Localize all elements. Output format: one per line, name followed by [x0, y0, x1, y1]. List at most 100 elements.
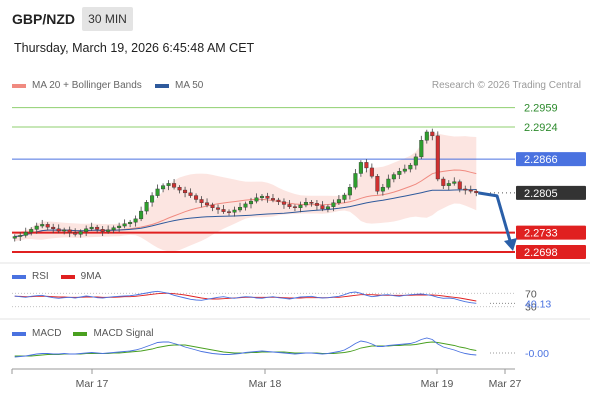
candle-body — [100, 229, 105, 232]
candle-body — [391, 174, 396, 180]
macd-signal-swatch — [73, 331, 88, 336]
candle-body — [95, 226, 100, 230]
macd-swatch — [12, 331, 26, 336]
candle-body — [369, 167, 374, 177]
candle-body — [347, 187, 352, 196]
candle-body — [205, 202, 210, 206]
candle-body — [320, 205, 325, 210]
candle-body — [62, 229, 67, 232]
candle-body — [336, 199, 341, 203]
candle-body — [128, 221, 133, 225]
candle-body — [281, 201, 286, 205]
candle-body — [23, 231, 28, 236]
candle-body — [232, 209, 237, 213]
candle-body — [441, 178, 446, 186]
candle-body — [12, 236, 17, 239]
macd-signal-line — [14, 341, 477, 357]
candle-body — [446, 183, 451, 186]
candle-body — [45, 224, 50, 228]
candle-body — [419, 140, 424, 158]
candle-body — [67, 229, 72, 233]
rsi-legend-label: RSI — [32, 271, 49, 282]
candle-body — [364, 162, 369, 169]
macd-current-label: -0.00 — [525, 348, 549, 360]
candles — [12, 128, 479, 242]
candle-body — [133, 218, 138, 223]
candle-body — [413, 156, 418, 166]
timeframe-button[interactable]: 30 MIN — [82, 7, 133, 31]
candle-body — [243, 203, 248, 208]
ma20-label: MA 20 + Bollinger Bands — [32, 80, 142, 91]
candle-body — [474, 190, 479, 194]
candle-body — [430, 131, 435, 137]
candle-body — [216, 207, 221, 210]
candle-body — [111, 227, 116, 231]
candle-body — [424, 131, 429, 141]
level-label: 2.2698 — [524, 247, 558, 259]
candle-body — [259, 195, 264, 199]
candle-body — [166, 183, 171, 186]
candle-body — [402, 168, 407, 172]
candle-body — [325, 206, 330, 210]
rsi-line — [14, 290, 477, 304]
candle-body — [309, 202, 314, 204]
candle-body — [265, 195, 270, 199]
candle-body — [150, 195, 155, 203]
bollinger-band — [14, 132, 477, 252]
candle-body — [314, 203, 319, 206]
ma20-swatch — [12, 83, 26, 88]
candle-body — [73, 232, 78, 235]
candle-body — [270, 198, 275, 201]
candle-body — [194, 195, 199, 200]
level-label-bg — [516, 185, 586, 200]
candle-body — [375, 176, 380, 192]
candle-body — [29, 229, 34, 233]
x-tick-label: Mar 27 — [489, 378, 522, 390]
candle-body — [199, 199, 204, 203]
rsi-ma-legend-label: 9MA — [80, 271, 102, 282]
ma50-swatch — [155, 83, 169, 88]
candle-body — [221, 209, 226, 212]
level-label: 2.2866 — [524, 154, 558, 166]
candle-body — [139, 210, 144, 220]
candle-body — [56, 228, 61, 232]
candle-body — [452, 181, 457, 184]
candle-body — [18, 235, 23, 237]
candle-body — [342, 194, 347, 200]
candle-body — [303, 202, 308, 206]
forecast-arrow-line — [478, 191, 513, 245]
macd-line — [14, 337, 477, 358]
candle-body — [408, 164, 413, 170]
forecast-arrow-head — [504, 238, 517, 252]
macd-signal-legend-label: MACD Signal — [93, 328, 154, 339]
candle-body — [40, 224, 45, 227]
candle-body — [210, 204, 215, 208]
candle-body — [292, 206, 297, 208]
candle-body — [106, 229, 111, 232]
candle-body — [353, 173, 358, 188]
candle-body — [161, 185, 166, 190]
level-label-bg — [516, 245, 586, 260]
candle-body — [144, 202, 149, 212]
candle-body — [254, 197, 259, 202]
candle-body — [435, 135, 440, 180]
credit-text: Research © 2026 Trading Central — [431, 80, 581, 91]
macd-legend-label: MACD — [32, 328, 62, 339]
candle-body — [287, 204, 292, 207]
candle-body — [380, 187, 385, 192]
candle-body — [84, 228, 89, 232]
candle-body — [358, 162, 363, 174]
rsi-current-label: 40.13 — [525, 298, 551, 310]
level-label-bg — [516, 152, 586, 167]
level-label: 2.2924 — [524, 122, 558, 134]
candle-body — [183, 189, 188, 194]
legend-ma20: MA 20 + Bollinger Bands — [12, 80, 142, 91]
candle-body — [78, 231, 83, 235]
symbol-title: GBP/NZD — [12, 11, 75, 27]
candle-body — [386, 178, 391, 188]
level-label-bg — [516, 225, 586, 240]
rsi-level-label: 70 — [525, 288, 537, 300]
x-tick-label: Mar 18 — [249, 378, 282, 390]
candle-body — [248, 200, 253, 205]
candle-body — [468, 189, 473, 192]
